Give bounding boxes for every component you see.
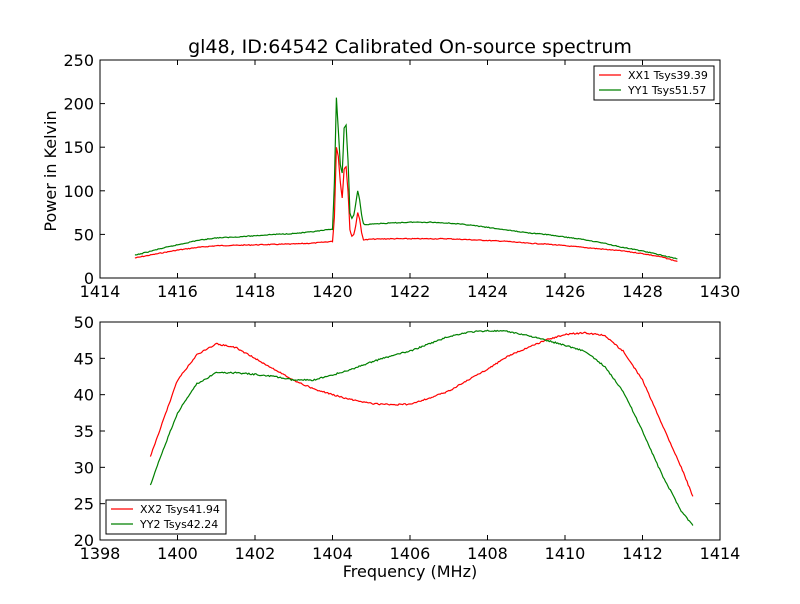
legend-box (593, 65, 715, 101)
y-tick-label: 0 (84, 269, 94, 288)
x-tick-label: 1404 (312, 544, 353, 563)
x-tick-label: 1416 (157, 282, 198, 301)
y-tick-label: 50 (74, 313, 94, 332)
legend-entry: XX2 Tsys41.94 (140, 503, 220, 516)
y-tick-label: 250 (63, 51, 94, 70)
y-tick-label: 45 (74, 349, 94, 368)
series-line-2 (149, 329, 694, 526)
x-tick-label: 1414 (700, 544, 741, 563)
x-tick-label: 1426 (545, 282, 586, 301)
legend-entry: YY2 Tsys42.24 (139, 518, 218, 531)
x-tick-label: 1412 (622, 544, 663, 563)
y-tick-label: 35 (74, 422, 94, 441)
series-line-1 (149, 331, 694, 497)
x-tick-label: 1428 (622, 282, 663, 301)
x-tick-label: 1430 (700, 282, 741, 301)
y-tick-label: 40 (74, 386, 94, 405)
x-tick-label: 1418 (235, 282, 276, 301)
x-tick-label: 1422 (390, 282, 431, 301)
legend-entry: XX1 Tsys39.39 (628, 69, 708, 82)
x-tick-label: 1420 (312, 282, 353, 301)
figure-title: gl48, ID:64542 Calibrated On-source spec… (188, 36, 632, 58)
y-tick-label: 30 (74, 458, 94, 477)
legend-entry: YY1 Tsys51.57 (627, 84, 706, 97)
series-line-2 (134, 97, 678, 260)
x-tick-label: 1406 (390, 544, 431, 563)
x-tick-label: 1398 (80, 544, 121, 563)
x-axis-label: Frequency (MHz) (343, 562, 477, 581)
legend-box (105, 499, 227, 535)
series-line-1 (134, 147, 678, 262)
x-tick-label: 1414 (80, 282, 121, 301)
top-panel: 1414 1416 1418 1420 1422 1424 1426 1428 1430 0 50 1… (41, 51, 740, 301)
y-tick-label: 50 (74, 225, 94, 244)
x-tick-label: 1410 (545, 544, 586, 563)
x-tick-label: 1400 (157, 544, 198, 563)
y-tick-label: 20 (74, 531, 94, 550)
y-tick-label: 200 (63, 95, 94, 114)
x-tick-label: 1402 (235, 544, 276, 563)
y-tick-label: 25 (74, 495, 94, 514)
bottom-panel: 1398 1400 1402 1404 1406 1408 1410 1412 1414 20 25… (74, 313, 741, 563)
y-tick-label: 100 (63, 182, 94, 201)
x-tick-label: 1408 (467, 544, 508, 563)
y-tick-label: 150 (63, 138, 94, 157)
y-axis-label: Power in Kelvin (41, 110, 60, 231)
x-tick-label: 1424 (467, 282, 508, 301)
